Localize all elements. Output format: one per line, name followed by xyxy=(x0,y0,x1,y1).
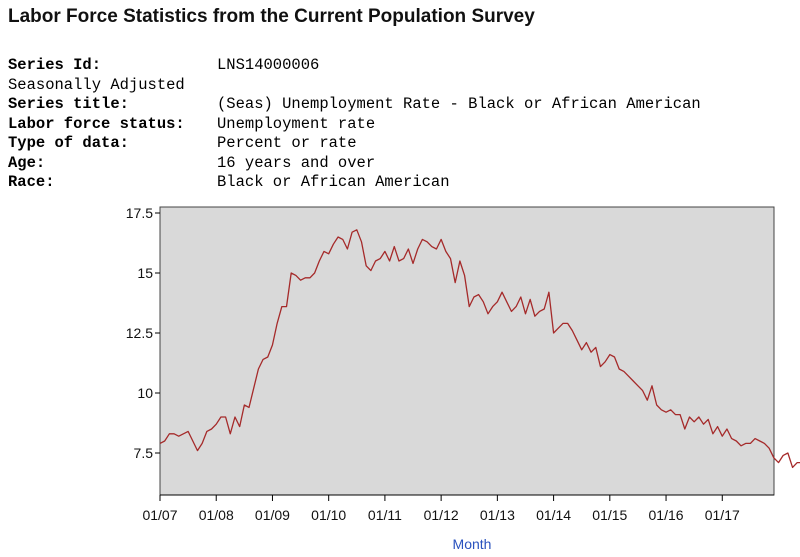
labor-force-status-label: Labor force status: xyxy=(8,114,185,133)
x-tick-label: 01/14 xyxy=(536,507,571,523)
x-tick-label: 01/08 xyxy=(199,507,234,523)
x-tick-label: 01/07 xyxy=(142,507,177,523)
y-axis: 7.5 10 12.5 15 17.5 xyxy=(126,205,160,461)
type-of-data-value: Percent or rate xyxy=(217,134,357,152)
y-tick-label: 12.5 xyxy=(126,325,153,341)
age-value: 16 years and over xyxy=(217,153,376,172)
y-tick-label: 10 xyxy=(137,385,153,401)
x-tick-label: 01/15 xyxy=(592,507,627,523)
series-id-value: LNS14000006 xyxy=(217,56,320,74)
labor-force-status-value: Unemployment rate xyxy=(217,114,376,133)
series-id-label: Series Id: xyxy=(8,56,102,74)
series-title-value: (Seas) Unemployment Rate - Black or Afri… xyxy=(217,95,701,113)
age-label: Age: xyxy=(8,153,46,172)
series-line-black-unemployment-rate xyxy=(159,229,800,469)
type-of-data-label: Type of data: xyxy=(8,134,129,152)
x-tick-label: 01/10 xyxy=(311,507,346,523)
x-tick-label: 01/09 xyxy=(255,507,290,523)
x-tick-label: 01/12 xyxy=(424,507,459,523)
adjustment-text: Seasonally Adjusted xyxy=(8,75,185,94)
race-label: Race: xyxy=(8,173,55,191)
page-title: Labor Force Statistics from the Current … xyxy=(8,6,535,27)
x-tick-label: 01/13 xyxy=(480,507,515,523)
x-axis: 01/07 01/08 01/09 01/10 01/11 01/12 01/13 01/14… xyxy=(142,495,740,523)
race-value: Black or African American xyxy=(217,173,450,191)
series-title-label: Series title: xyxy=(8,95,129,113)
y-tick-label: 15 xyxy=(137,265,153,281)
x-axis-title: Month xyxy=(453,536,492,552)
y-tick-label: 7.5 xyxy=(134,445,154,461)
y-tick-label: 17.5 xyxy=(126,205,153,221)
plot-area xyxy=(159,206,775,496)
x-tick-label: 01/11 xyxy=(368,507,402,523)
x-tick-label: 01/16 xyxy=(649,507,684,523)
x-tick-label: 01/17 xyxy=(705,507,740,523)
